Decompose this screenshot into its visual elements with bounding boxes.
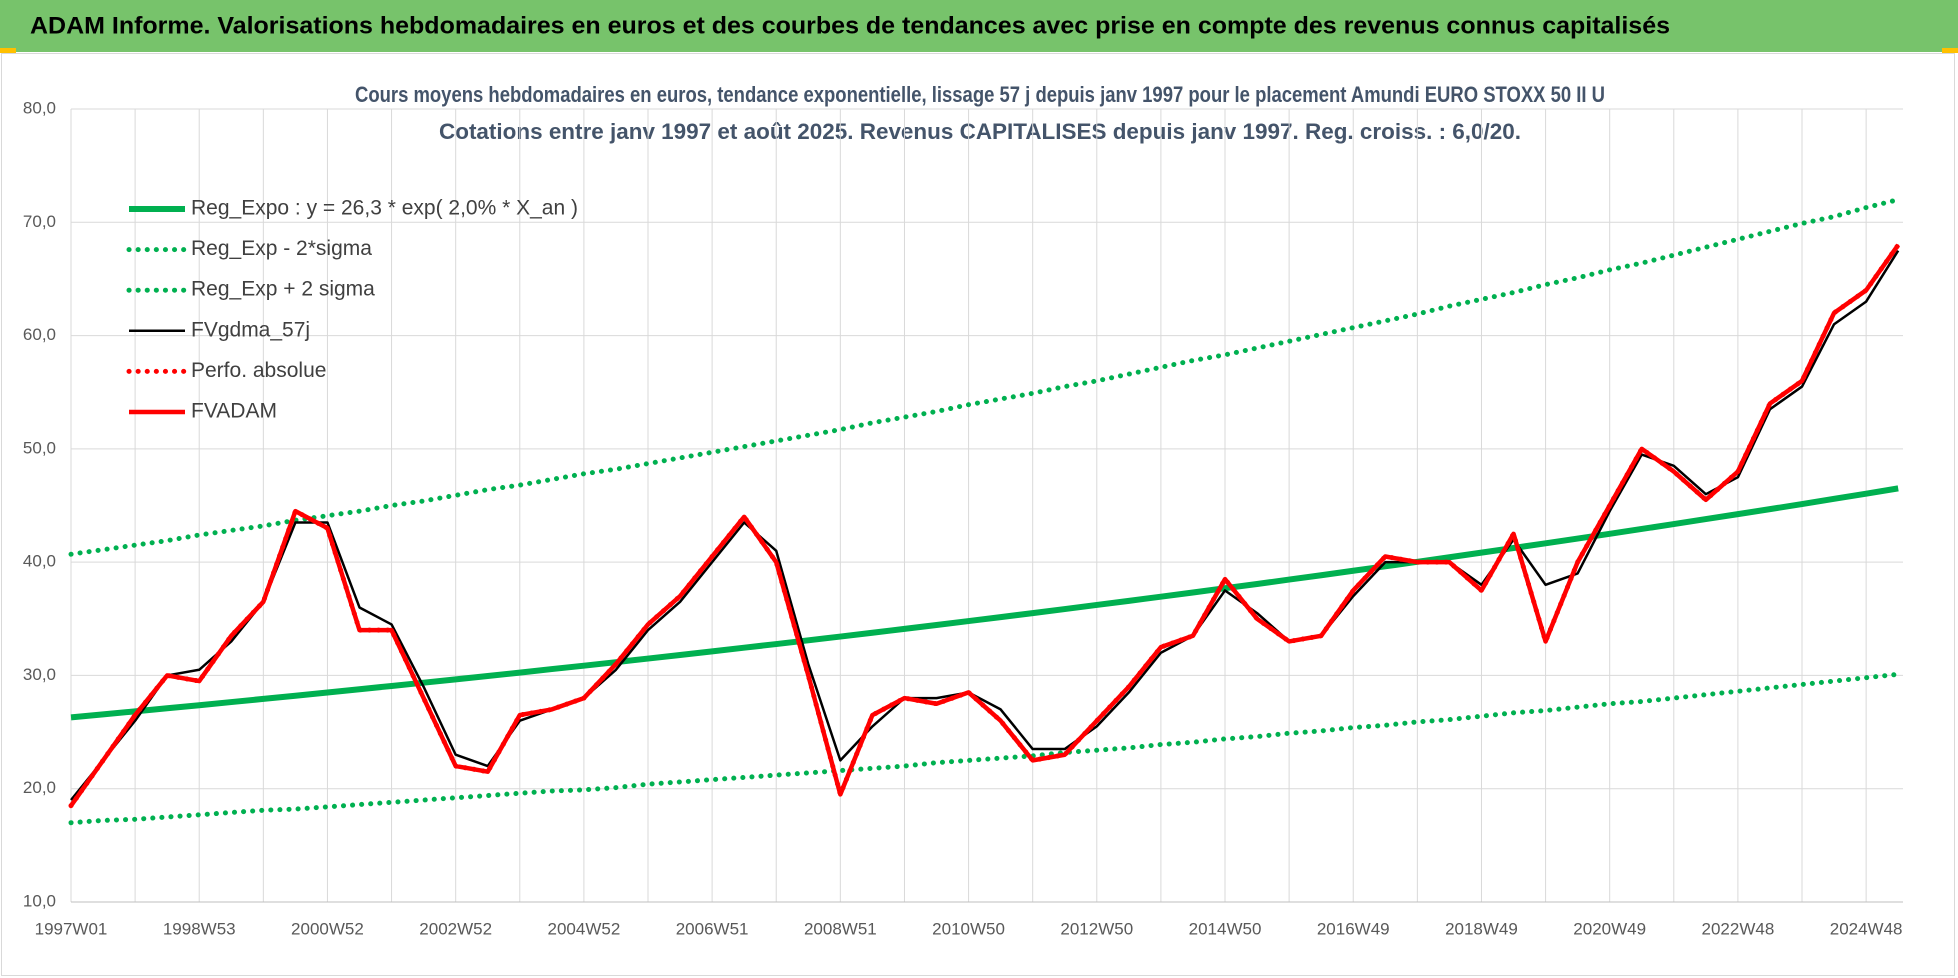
legend-label: Reg_Exp - 2*sigma [191, 237, 372, 260]
series-line [70, 249, 1900, 801]
series-line [69, 243, 1901, 808]
series-line [68, 197, 1901, 557]
chart-subtitle: Cotations entre janv 1997 et août 2025. … [439, 119, 1521, 144]
y-tick-label: 40,0 [23, 552, 56, 571]
x-tick-label: 2012W50 [1060, 919, 1133, 938]
x-tick-label: 2000W52 [291, 919, 364, 938]
x-tick-label: 2018W49 [1445, 919, 1518, 938]
legend-label: FVADAM [191, 400, 277, 423]
legend-label: Reg_Expo : y = 26,3 * exp( 2,0% * X_an ) [191, 197, 578, 220]
x-tick-label: 2016W49 [1317, 919, 1390, 938]
x-tick-label: 2002W52 [419, 919, 492, 938]
x-tick-label: 2020W49 [1573, 919, 1646, 938]
corner-tab [1942, 48, 1958, 53]
x-tick-label: 1997W01 [35, 919, 108, 938]
x-tick-label: 1998W53 [163, 919, 236, 938]
chart-border [1, 53, 1955, 976]
x-tick-label: 2004W52 [548, 919, 621, 938]
legend-label: FVgdma_57j [191, 318, 310, 341]
y-tick-label: 70,0 [23, 212, 56, 231]
title-banner [0, 0, 1958, 52]
y-tick-label: 20,0 [23, 778, 56, 797]
x-tick-label: 2014W50 [1189, 919, 1262, 938]
x-tick-label: 2008W51 [804, 919, 877, 938]
page-title: ADAM Informe. Valorisations hebdomadaire… [30, 12, 1670, 39]
legend-label: Reg_Exp + 2 sigma [191, 278, 375, 301]
y-tick-label: 80,0 [23, 98, 56, 117]
y-tick-label: 30,0 [23, 665, 56, 684]
y-tick-label: 50,0 [23, 438, 56, 457]
x-tick-label: 2022W48 [1702, 919, 1775, 938]
corner-tab [0, 48, 16, 53]
y-tick-label: 60,0 [23, 325, 56, 344]
x-tick-label: 2006W51 [676, 919, 749, 938]
plot-area: 10,0 20,0 30,0 40,0 50,0 60,0 70,0 80,0 1997W01 1… [23, 98, 1903, 938]
chart-title: Cours moyens hebdomadaires en euros, ten… [355, 82, 1605, 107]
x-tick-label: 2024W48 [1830, 919, 1903, 938]
y-tick-label: 10,0 [23, 891, 56, 910]
series-line [68, 671, 1901, 826]
legend-label: Perfo. absolue [191, 359, 326, 382]
x-tick-label: 2010W50 [932, 919, 1005, 938]
